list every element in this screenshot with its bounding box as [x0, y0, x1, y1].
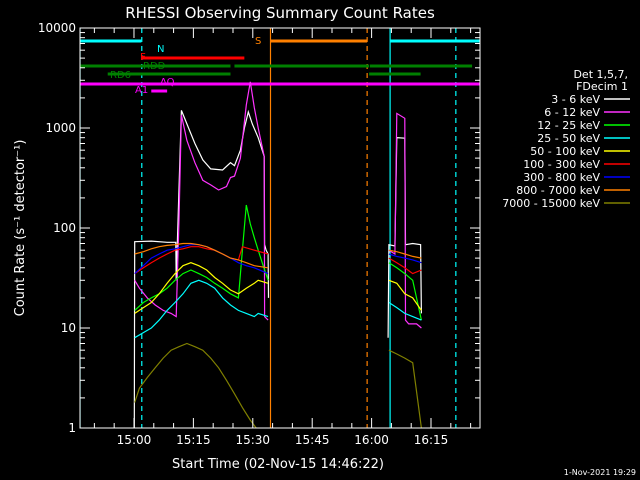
legend-label-1: 6 - 12 keV	[544, 106, 600, 119]
legend-header-line-2: FDecim 1	[576, 80, 628, 93]
series-line-5-seg-1	[388, 257, 422, 275]
flag-label-rdd: RDD	[143, 61, 166, 72]
series-line-4-seg-0	[134, 262, 269, 314]
x-tick-label-2: 15:30	[235, 433, 270, 447]
x-axis-label: Start Time (02-Nov-15 14:46:22)	[172, 457, 384, 472]
y-tick-label-3: 1000	[45, 121, 76, 135]
series-line-2-seg-0	[134, 204, 269, 311]
series-line-1-seg-0	[134, 81, 269, 321]
legend-header-line-1: Det 1,5,7,	[573, 68, 628, 81]
generation-date: 1-Nov-2021 19:29	[564, 468, 636, 477]
flag-label-n: N	[157, 44, 164, 55]
y-axis-label: Count Rate (s⁻¹ detector⁻¹)	[13, 140, 28, 317]
y-tick-label-0: 1	[68, 421, 76, 435]
legend-label-6: 300 - 800 keV	[523, 171, 600, 184]
series-line-8-seg-1	[388, 349, 422, 428]
series-line-5-seg-0	[134, 245, 269, 275]
series-line-7-seg-1	[388, 249, 422, 259]
x-tick-label-5: 16:15	[414, 433, 449, 447]
legend-label-4: 50 - 100 keV	[530, 145, 600, 158]
series-line-6-seg-1	[388, 253, 422, 264]
series-line-3-seg-1	[388, 301, 422, 321]
flag-label-f: F	[140, 52, 146, 63]
flag-label-a1: A1	[135, 85, 148, 96]
series-line-1-seg-1	[388, 112, 422, 329]
x-tick-label-0: 15:00	[117, 433, 152, 447]
x-tick-label-1: 15:15	[176, 433, 211, 447]
legend-label-0: 3 - 6 keV	[551, 93, 600, 106]
flag-label-aq: AQ	[160, 77, 175, 88]
x-tick-label-4: 16:00	[354, 433, 389, 447]
series-line-8-seg-0	[134, 342, 257, 428]
flag-label-rd6: RD6	[110, 70, 131, 81]
x-tick-label-3: 15:45	[295, 433, 330, 447]
y-tick-label-4: 10000	[38, 21, 76, 35]
series-line-2-seg-1	[388, 262, 422, 321]
flag-label-s: S	[255, 36, 261, 47]
legend-label-2: 12 - 25 keV	[537, 119, 600, 132]
legend-label-3: 25 - 50 keV	[537, 132, 600, 145]
series-line-7-seg-0	[134, 242, 269, 269]
legend-label-8: 7000 - 15000 keV	[502, 197, 600, 210]
legend-label-7: 800 - 7000 keV	[516, 184, 600, 197]
y-tick-label-1: 10	[61, 321, 76, 335]
y-tick-label-2: 100	[53, 221, 76, 235]
chart-title: RHESSI Observing Summary Count Rates	[125, 4, 435, 22]
series-line-4-seg-1	[388, 279, 422, 311]
legend-label-5: 100 - 300 keV	[523, 158, 600, 171]
series-line-3-seg-0	[134, 279, 269, 339]
